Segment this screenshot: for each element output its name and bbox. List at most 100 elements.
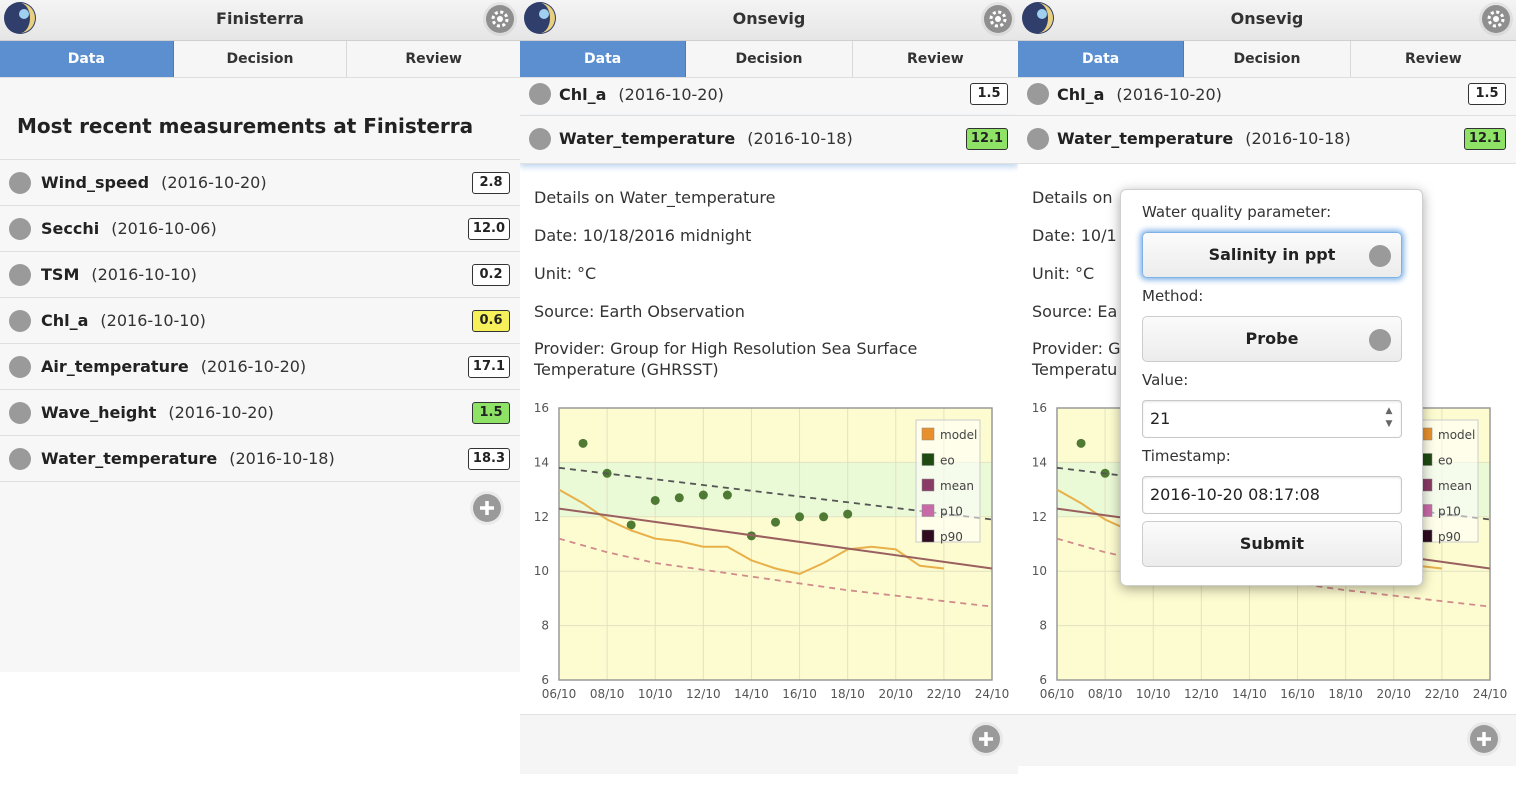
gear-icon[interactable] xyxy=(984,5,1012,33)
add-icon[interactable] xyxy=(972,725,1000,753)
y-tick-label: 8 xyxy=(1039,619,1047,633)
y-tick-label: 10 xyxy=(1032,564,1047,578)
list-item-chl-a[interactable]: Chl_a (2016-10-20) 1.5 xyxy=(520,78,1018,116)
finisterra-panel: Finisterra Data Decision Review Most rec… xyxy=(0,0,520,804)
tab-review[interactable]: Review xyxy=(405,51,462,67)
chevron-down-icon xyxy=(9,402,31,424)
chevron-up-icon xyxy=(529,128,551,150)
submit-button[interactable]: Submit xyxy=(1142,521,1402,567)
list-item-tsm[interactable]: TSM (2016-10-10) 0.2 xyxy=(0,252,520,298)
series-eo-point xyxy=(819,512,829,522)
value-badge: 1.5 xyxy=(472,402,510,424)
method-select[interactable]: Probe xyxy=(1142,316,1402,362)
chevron-down-icon xyxy=(9,218,31,240)
legend-label: model xyxy=(940,428,977,442)
legend-swatch xyxy=(921,504,935,517)
value-badge: 1.5 xyxy=(1468,83,1506,105)
method-label: Method: xyxy=(1142,287,1204,305)
measurement-date: (2016-10-20) xyxy=(200,357,307,376)
details-provider: Provider: Group for High Resolution Sea … xyxy=(534,339,918,358)
details-date: Date: 10/18/2016 midnight xyxy=(534,226,752,245)
app-logo-icon[interactable] xyxy=(522,0,558,36)
app-logo-icon[interactable] xyxy=(2,0,38,36)
gear-icon[interactable] xyxy=(1482,5,1510,33)
value-label: Value: xyxy=(1142,371,1189,389)
legend-label: p90 xyxy=(1438,530,1461,544)
value-badge: 17.1 xyxy=(467,356,510,378)
measurement-name: Chl_a xyxy=(41,311,89,330)
chevron-down-icon xyxy=(9,264,31,286)
list-item-wave-height[interactable]: Wave_height (2016-10-20) 1.5 xyxy=(0,390,520,436)
x-tick-label: 10/10 xyxy=(638,687,673,701)
footer xyxy=(1018,714,1516,766)
measurement-name: Water_temperature xyxy=(41,449,218,468)
tab-review[interactable]: Review xyxy=(1405,51,1462,67)
chevron-down-icon xyxy=(9,356,31,378)
tab-decision[interactable]: Decision xyxy=(174,41,348,77)
tab-decision[interactable]: Decision xyxy=(686,41,853,77)
plot-border xyxy=(558,407,993,681)
tab-review[interactable]: Review xyxy=(907,51,964,67)
measurement-date: (2016-10-20) xyxy=(168,403,274,422)
y-tick-label: 16 xyxy=(1032,401,1047,415)
legend-label: model xyxy=(1438,428,1475,442)
legend-label: p10 xyxy=(940,505,963,519)
legend-label: mean xyxy=(940,479,974,493)
legend-label: eo xyxy=(940,454,955,468)
series-eo-point xyxy=(674,493,684,503)
water-temperature-chart: 06/10 08/10 10/10 12/10 14/10 16/10 18/10 20/10… xyxy=(534,401,1010,701)
chevron-down-icon xyxy=(9,448,31,470)
measurement-date: (2016-10-20) xyxy=(618,85,724,104)
list-item-chl-a[interactable]: Chl_a (2016-10-20) 1.5 xyxy=(1018,78,1516,116)
gear-icon[interactable] xyxy=(486,5,514,33)
tab-data[interactable]: Data xyxy=(1018,41,1185,77)
y-tick-label: 14 xyxy=(534,455,549,469)
legend-label: p90 xyxy=(940,530,963,544)
list-item-water-temperature[interactable]: Water_temperature (2016-10-18) 18.3 xyxy=(0,436,520,482)
parameter-select[interactable]: Salinity in ppt xyxy=(1142,232,1402,278)
x-tick-label: 22/10 xyxy=(1425,687,1460,701)
spinner-icon[interactable]: ▲ ▼ xyxy=(1385,406,1393,429)
value-input[interactable]: 21 ▲ ▼ xyxy=(1142,400,1402,438)
tab-data[interactable]: Data xyxy=(520,41,687,77)
y-tick-label: 14 xyxy=(1032,455,1047,469)
tab-bar: Data Decision Review xyxy=(520,41,1018,78)
y-tick-label: 6 xyxy=(1039,673,1047,687)
add-icon[interactable] xyxy=(1470,725,1498,753)
measurement-date: (2016-10-10) xyxy=(100,311,206,330)
x-tick-label: 16/10 xyxy=(1280,687,1315,701)
value-badge: 0.2 xyxy=(472,264,510,286)
timestamp-input[interactable]: 2016-10-20 08:17:08 xyxy=(1142,476,1402,514)
series-p10-line xyxy=(558,537,993,608)
y-tick-label: 12 xyxy=(534,510,549,524)
list-item-chl-a[interactable]: Chl_a (2016-10-10) 0.6 xyxy=(0,298,520,344)
chevron-down-icon xyxy=(1369,329,1391,351)
chevron-down-icon xyxy=(1369,245,1391,267)
y-tick-label: 8 xyxy=(541,619,549,633)
list-item-air-temperature[interactable]: Air_temperature (2016-10-20) 17.1 xyxy=(0,344,520,390)
measurement-name: Wave_height xyxy=(41,403,157,422)
list-item-secchi[interactable]: Secchi (2016-10-06) 12.0 xyxy=(0,206,520,252)
section-heading: Most recent measurements at Finisterra xyxy=(0,78,520,160)
measurement-name: Secchi xyxy=(41,219,100,238)
y-tick-label: 12 xyxy=(1032,510,1047,524)
list-item-water-temperature[interactable]: Water_temperature (2016-10-18) 12.1 xyxy=(520,116,1018,164)
timestamp-label: Timestamp: xyxy=(1142,447,1231,465)
x-tick-label: 14/10 xyxy=(734,687,769,701)
list-item-wind-speed[interactable]: Wind_speed (2016-10-20) 2.8 xyxy=(0,160,520,206)
add-icon[interactable] xyxy=(473,494,501,522)
details-heading: Details on Water_temperature xyxy=(534,188,776,207)
series-eo-point xyxy=(578,438,588,448)
page-title: Onsevig xyxy=(1230,9,1304,28)
measurement-list: Most recent measurements at Finisterra W… xyxy=(0,78,520,672)
app-logo-icon[interactable] xyxy=(1020,0,1056,36)
chevron-down-icon xyxy=(9,310,31,332)
details-provider-cont: Temperature (GHRSST) xyxy=(534,360,719,379)
list-item-water-temperature[interactable]: Water_temperature (2016-10-18) 12.1 xyxy=(1018,116,1516,164)
tab-decision[interactable]: Decision xyxy=(1184,41,1351,77)
tab-bar: Data Decision Review xyxy=(0,41,520,78)
series-model-line xyxy=(558,488,945,575)
details-source: Source: Earth Observation xyxy=(534,302,745,321)
tab-data[interactable]: Data xyxy=(0,41,174,77)
legend-label: mean xyxy=(1438,479,1472,493)
